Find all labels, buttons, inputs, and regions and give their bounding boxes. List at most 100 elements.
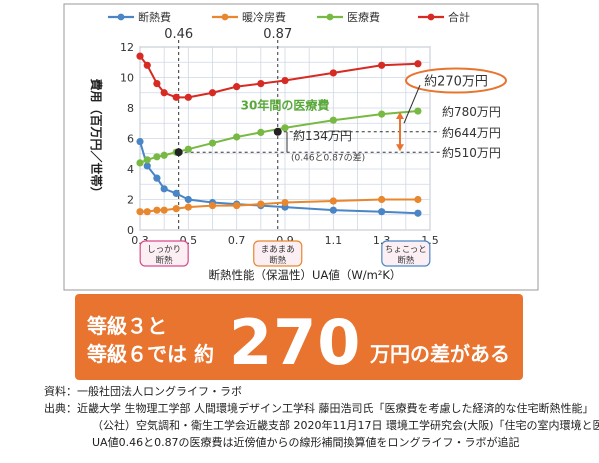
note-line: 資料：一般社団法人ロングライフ・ラボ [44,385,242,398]
data-point [208,202,217,210]
data-point [143,162,151,170]
data-point [257,80,265,88]
callout-box: 等級３と 等級６では 約 270 万円の差がある [75,294,523,380]
data-point [160,206,168,214]
label-510: 約510万円 [442,145,501,160]
oval-pointer [403,84,421,124]
data-point [233,83,241,91]
oval-270-label: 約270万円 [424,75,488,90]
callout-line2: 等級６では 約 [87,342,214,366]
data-point [136,159,144,167]
data-point [172,189,180,197]
diff-note-label: (0.46と0.87の差) [291,152,365,164]
note-line: 出典：近畿大学 生物理工学部 人間環境デザイン工学科 藤田浩司氏「医療費を考慮し… [44,402,594,415]
legend-label: 暖冷房費 [242,10,286,24]
data-point [329,116,337,124]
callout-line3: 万円の差がある [370,342,510,366]
data-point [136,208,144,216]
data-point [378,208,386,216]
diff-arrow-head-up [396,112,404,120]
data-point [153,174,161,182]
callout-big-number: 270 [229,306,362,379]
intersection-point [174,148,183,157]
data-point [233,133,241,141]
data-point [184,93,192,101]
callout-line1: 等級３と [87,314,167,338]
data-point [136,137,144,146]
legend-marker [221,13,229,21]
data-point [160,151,168,159]
data-point [172,93,180,101]
data-point [184,195,192,204]
data-point [329,69,337,77]
x-axis-label: 断熱性能（保温性）UA値（W/m²K） [209,268,402,282]
y-tick-label: 8 [127,102,134,115]
label-644: 約644万円 [442,125,501,140]
legend-label: 断熱費 [138,10,171,24]
data-point [378,61,386,69]
label-780: 約780万円 [442,104,501,119]
data-point [160,185,168,193]
data-point [281,198,289,207]
category-badge-text: 断熱 [397,255,415,266]
category-badge [139,240,189,267]
data-point [329,206,337,214]
data-point [208,89,217,97]
category-badge [381,240,431,267]
y-tick-label: 4 [127,163,134,176]
intersection-point [273,127,282,136]
category-badge-text: ちょこっと [385,245,427,255]
data-point [414,107,422,115]
data-point [172,205,180,213]
y-tick-label: 2 [127,194,134,207]
category-badge [253,240,303,267]
data-point [136,52,144,60]
data-point [378,110,386,118]
source-notes: 資料：一般社団法人ロングライフ・ラボ 出典：近畿大学 生物理工学部 人間環境デザ… [44,383,599,451]
note-line: （公社）空気調和・衛生工学会近畿支部 2020年11月17日 環境工学研究会(大… [92,419,599,432]
data-point [414,60,422,68]
oval-270 [405,67,507,94]
data-point [153,153,161,161]
data-point [257,200,265,208]
data-point [414,195,422,204]
green-series-label: 30年間の医療費 [241,98,330,113]
y-tick-label: 10 [120,72,134,85]
legend-marker [326,13,334,21]
data-point [153,206,161,214]
data-point [414,209,422,217]
data-point [184,145,192,153]
data-point [378,195,386,204]
legend-label: 合計 [448,10,470,24]
diff-arrow-head-down [396,144,404,152]
data-point [281,124,289,132]
data-point [143,156,151,164]
data-point [329,197,337,205]
x-tick-label: 0.7 [228,234,246,247]
data-point [143,208,151,216]
note-line: UA値0.46と0.87の医療費は近傍値からの線形補間換算値をロングライフ・ラボ… [92,436,520,449]
marker-label: 0.87 [263,27,292,42]
y-tick-label: 12 [120,41,134,54]
category-badge-text: しっかり [147,245,181,255]
y-axis-label: 費用（百万円／世帯） [89,78,104,198]
data-point [208,139,217,147]
data-point [143,61,151,69]
data-point [160,89,168,97]
data-point [153,80,161,88]
data-point [257,128,265,136]
legend-label: 医療費 [347,10,380,24]
category-badge-text: 断熱 [269,255,287,266]
diff-134-label: 約134万円 [293,128,352,143]
legend-marker [427,13,435,21]
category-badge-text: まあまあ [261,245,295,255]
legend-marker [117,13,125,21]
category-badge-text: 断熱 [156,255,174,266]
marker-label: 0.46 [164,27,193,42]
y-tick-label: 6 [127,133,134,146]
y-tick-label: 0 [127,224,134,237]
data-point [233,202,241,210]
data-point [281,76,289,85]
chart-svg: 0246810120.30.50.70.91.11.31.5費用（百万円／世帯）… [63,3,539,291]
